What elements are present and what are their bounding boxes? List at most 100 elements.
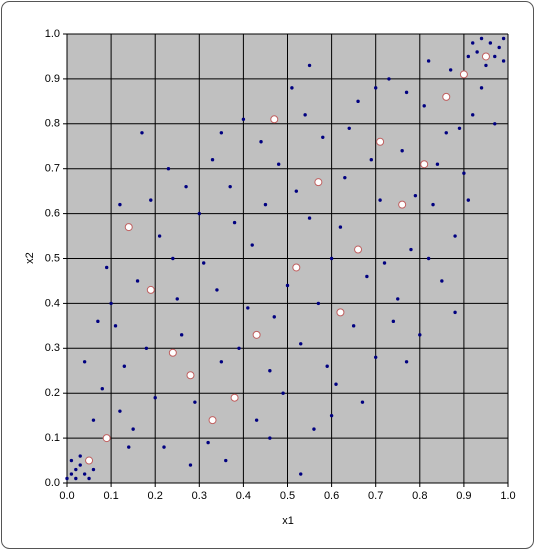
y-tick-label: 0.9 [45, 73, 60, 85]
point [224, 458, 228, 463]
point [488, 41, 493, 45]
highlight-point [230, 393, 239, 402]
point [299, 342, 303, 346]
point [321, 135, 325, 139]
point [484, 63, 488, 68]
point [268, 436, 272, 440]
point [356, 99, 360, 104]
point [78, 454, 82, 458]
point [241, 117, 246, 122]
x-tick-label: 0.7 [368, 490, 383, 502]
point [87, 476, 91, 481]
point [290, 86, 294, 90]
point [493, 122, 497, 126]
point [294, 189, 299, 193]
point [184, 184, 188, 189]
point [431, 202, 435, 207]
point [74, 467, 78, 472]
point [276, 162, 281, 166]
y-axis-label: x2 [24, 252, 36, 264]
point [149, 198, 153, 202]
point [338, 225, 343, 229]
point [493, 54, 497, 59]
point [444, 131, 448, 135]
point [113, 324, 118, 328]
point [118, 409, 122, 413]
y-tick-label: 0.4 [45, 297, 60, 309]
point [475, 50, 479, 54]
point [91, 467, 96, 472]
y-tick-label: 0.0 [45, 477, 60, 489]
highlight-point [124, 223, 133, 232]
point [254, 418, 259, 422]
point [501, 36, 506, 41]
point [237, 346, 241, 350]
point [334, 382, 338, 386]
point [404, 90, 409, 95]
y-tick-label: 0.3 [45, 342, 60, 354]
point [316, 301, 321, 306]
point [215, 288, 219, 292]
highlight-point [292, 263, 301, 272]
point [91, 418, 96, 422]
point [307, 63, 312, 68]
plot-area: 0.0 0.1 0.2 0.3 0.4 0.5 0.6 0.7 0.8 0.9 1.0 0.0 0.1 0… [45, 28, 516, 502]
point [299, 472, 303, 476]
point [135, 279, 140, 283]
highlight-point [168, 348, 177, 357]
point [466, 198, 471, 202]
point [409, 247, 413, 252]
point [453, 234, 457, 238]
point [232, 220, 237, 225]
highlight-point [270, 115, 279, 124]
highlight-point [186, 371, 195, 380]
x-tick-label: 0.4 [236, 490, 251, 502]
point [281, 391, 285, 395]
point [374, 86, 378, 90]
point [457, 126, 462, 130]
point [501, 59, 506, 63]
point [219, 131, 224, 135]
point [329, 256, 334, 261]
point [378, 198, 382, 202]
highlight-point [354, 245, 363, 254]
point [144, 346, 149, 350]
point [122, 364, 127, 368]
point [369, 158, 373, 162]
point [448, 68, 453, 72]
highlight-point [336, 308, 345, 317]
point [179, 333, 184, 337]
point [171, 256, 175, 261]
highlight-point [481, 52, 490, 61]
point [303, 113, 307, 117]
point [268, 369, 272, 373]
point [347, 126, 351, 130]
x-tick-label: 0.5 [280, 490, 295, 502]
point [82, 360, 87, 364]
point [162, 445, 166, 449]
highlight-point [398, 200, 407, 209]
point [466, 54, 471, 59]
point [426, 256, 431, 261]
point [131, 427, 135, 431]
highlight-point [442, 92, 451, 101]
point [382, 261, 387, 265]
point [259, 140, 263, 144]
point [193, 400, 197, 404]
point [404, 360, 409, 364]
point [479, 36, 484, 41]
point [471, 113, 475, 117]
point [329, 413, 334, 418]
point [413, 193, 418, 198]
highlight-point [314, 178, 323, 187]
point [471, 41, 475, 45]
point [360, 400, 365, 404]
point [400, 149, 404, 153]
point [435, 162, 440, 166]
point [263, 202, 268, 207]
point [351, 324, 356, 328]
point [497, 45, 501, 50]
highlight-point [252, 330, 261, 339]
point [285, 283, 290, 288]
